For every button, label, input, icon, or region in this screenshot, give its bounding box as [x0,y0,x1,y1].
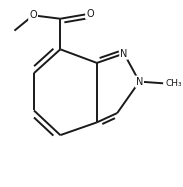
Text: O: O [86,9,94,19]
Text: O: O [86,9,94,19]
Text: N: N [120,49,128,59]
Text: N: N [120,49,128,59]
Text: O: O [29,10,37,20]
Text: N: N [136,77,143,87]
Text: N: N [136,77,143,87]
Text: O: O [29,10,37,20]
Text: CH₃: CH₃ [166,79,182,88]
